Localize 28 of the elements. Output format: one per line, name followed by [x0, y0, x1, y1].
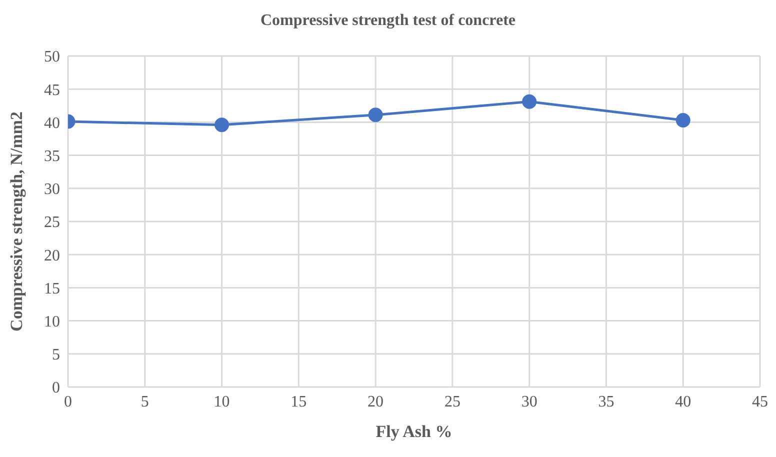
y-tick-label: 10 — [44, 313, 60, 330]
x-tick-label: 5 — [140, 393, 149, 410]
y-tick-label: 45 — [44, 82, 60, 99]
y-tick-label: 5 — [52, 346, 60, 364]
y-tick-label: 15 — [44, 280, 60, 298]
y-axis-title: Compressive strength, N/mm2 — [7, 112, 26, 332]
x-tick-label: 15 — [290, 393, 307, 410]
chart-title: Compressive strength test of concrete — [259, 11, 517, 31]
x-tick-label: 0 — [64, 393, 72, 410]
point — [214, 118, 230, 132]
x-tick-label: 20 — [368, 393, 384, 410]
x-tick-label: 40 — [675, 393, 692, 410]
x-axis-title: Fly Ash % — [376, 422, 452, 441]
y-tick-label: 35 — [44, 148, 60, 165]
y-tick-label: 0 — [52, 380, 60, 397]
point — [676, 112, 690, 128]
point — [368, 108, 383, 122]
x-tick-label: 10 — [214, 393, 230, 410]
point — [522, 94, 537, 109]
y-tick-label: 40 — [44, 114, 60, 132]
y-tick-label: 50 — [44, 48, 60, 66]
y-tick-label: 30 — [44, 181, 60, 198]
x-tick-label: 35 — [598, 393, 614, 410]
x-tick-label: 30 — [521, 393, 538, 410]
x-tick-label: 45 — [752, 393, 768, 410]
y-tick-label: 25 — [44, 214, 60, 232]
y-tick-label: 20 — [44, 247, 60, 264]
x-tick-label: 25 — [444, 393, 460, 410]
